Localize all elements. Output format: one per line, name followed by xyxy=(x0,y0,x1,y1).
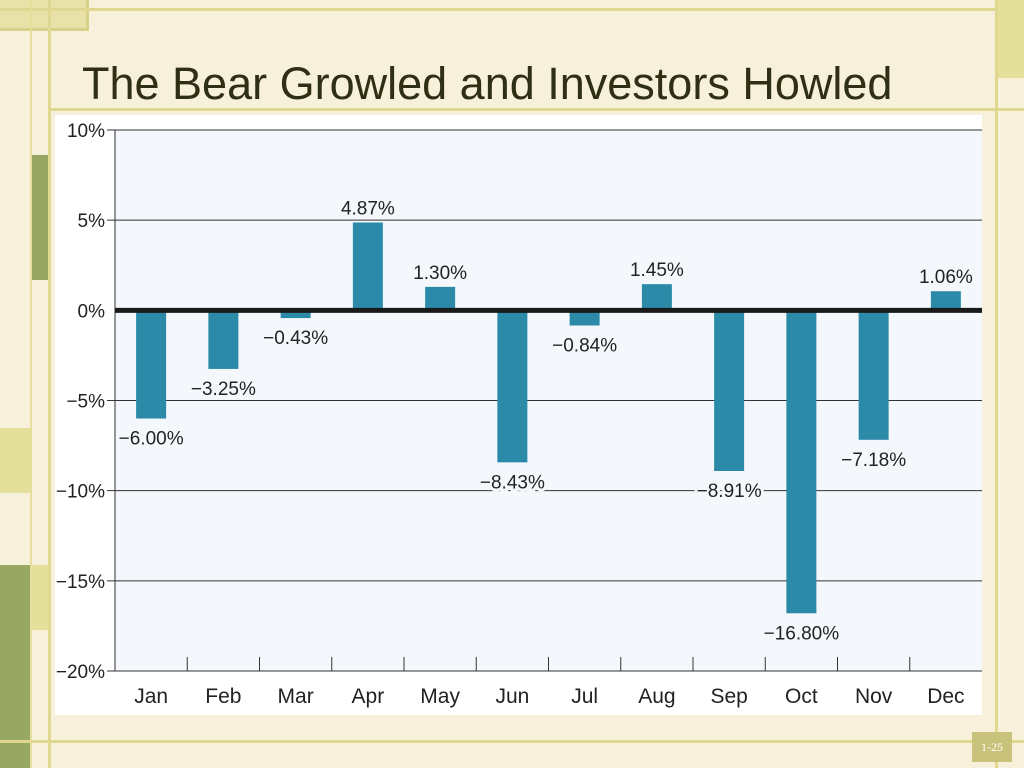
bar xyxy=(786,310,817,614)
y-tick-label: −20% xyxy=(56,662,105,683)
x-tick-label: Jul xyxy=(571,685,598,708)
y-tick-label: −15% xyxy=(56,572,105,593)
bar xyxy=(569,310,600,326)
slide-title: The Bear Growled and Investors Howled xyxy=(82,58,893,109)
data-label: −3.25% xyxy=(191,379,256,400)
x-tick-label: Aug xyxy=(638,685,675,708)
data-label: −0.43% xyxy=(263,328,328,349)
bar xyxy=(858,310,889,440)
data-label: −0.84% xyxy=(552,335,617,356)
x-tick-label: Nov xyxy=(855,685,893,708)
x-tick-label: Feb xyxy=(205,685,241,708)
y-tick-label: 5% xyxy=(78,211,106,232)
x-tick-label: Dec xyxy=(927,685,964,708)
data-label: −8.91% xyxy=(697,481,762,502)
data-label: −16.80% xyxy=(764,623,840,644)
x-tick-label: Sep xyxy=(710,685,747,708)
data-label: 1.30% xyxy=(413,263,467,284)
data-label: 1.06% xyxy=(919,267,973,288)
deco-block-left-3 xyxy=(0,565,30,768)
data-label: −6.00% xyxy=(119,429,184,450)
data-label: 1.45% xyxy=(630,260,684,281)
deco-block-right-top xyxy=(998,0,1024,78)
deco-line-right-vertical xyxy=(995,0,998,768)
x-tick-label: Oct xyxy=(785,685,818,708)
bar xyxy=(497,310,528,463)
deco-block-top-left xyxy=(0,0,89,31)
bar xyxy=(425,286,456,311)
deco-line-bottom xyxy=(0,740,1024,743)
data-label: −7.18% xyxy=(841,450,906,471)
bar-chart: 10% 5% 0% −5% −10% −15% −20% −6.00% Jan −3.25% Feb… xyxy=(56,121,982,708)
deco-block-left-2 xyxy=(0,428,30,493)
bar xyxy=(714,310,745,472)
y-tick-label: −10% xyxy=(56,482,105,503)
deco-line-title-under xyxy=(48,108,1024,111)
bar xyxy=(280,310,311,319)
bar xyxy=(208,310,239,369)
slide-number: 1-25 xyxy=(972,732,1012,762)
y-tick-label: 10% xyxy=(67,121,105,142)
deco-line-left-vertical xyxy=(48,0,51,768)
deco-block-left-4 xyxy=(32,565,48,630)
bar xyxy=(136,310,167,419)
y-tick-label: 0% xyxy=(78,301,106,322)
deco-line-left-vertical-2 xyxy=(30,0,32,768)
chart-container: 10% 5% 0% −5% −10% −15% −20% −6.00% Jan −3.25% Feb… xyxy=(55,115,982,715)
x-tick-label: Mar xyxy=(278,685,314,708)
x-tick-label: Jun xyxy=(495,685,529,708)
deco-line-top xyxy=(0,8,1024,11)
x-tick-label: May xyxy=(420,685,460,708)
data-label: −8.43% xyxy=(480,472,545,493)
bar xyxy=(641,284,672,311)
bar xyxy=(930,291,961,311)
x-tick-label: Apr xyxy=(352,685,385,708)
y-tick-label: −5% xyxy=(66,392,105,413)
data-label: 4.87% xyxy=(341,199,395,220)
bar xyxy=(352,222,383,311)
deco-block-left-1 xyxy=(32,155,48,280)
x-tick-label: Jan xyxy=(134,685,168,708)
